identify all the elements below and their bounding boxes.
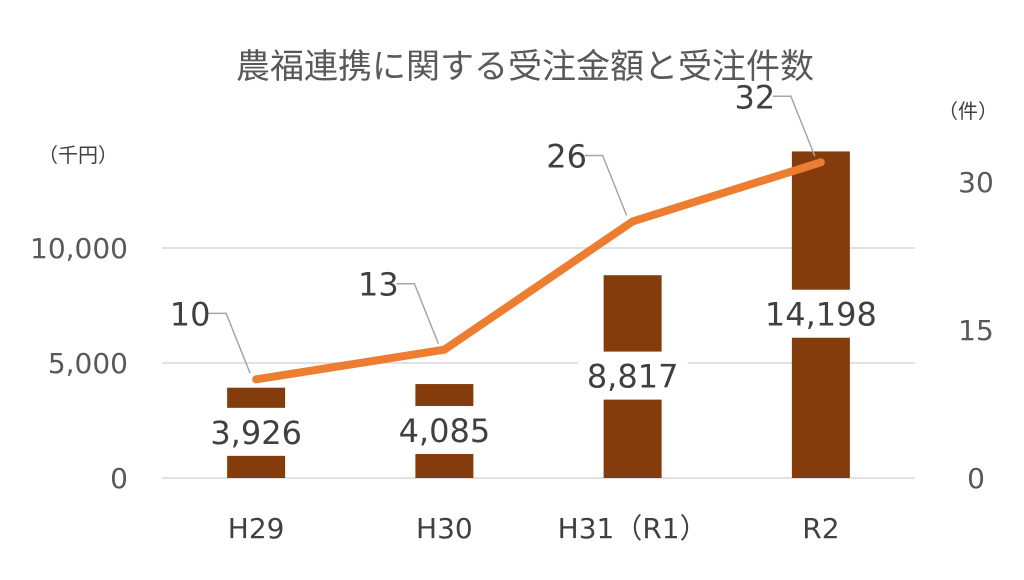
left-axis-unit: （千円） <box>38 143 118 167</box>
bar-label-bg <box>389 406 500 455</box>
bar-label-bg <box>201 407 312 456</box>
leader-line <box>396 282 440 345</box>
bar-data-labels: 3,926 4,085 8,817 14,198 <box>201 289 886 456</box>
line-path <box>252 158 825 384</box>
line-data-labels: 10 13 26 32 <box>170 78 816 374</box>
category-label: R2 <box>802 512 839 545</box>
category-label: H30 <box>416 512 473 545</box>
gridlines <box>162 247 915 479</box>
leader-line <box>584 154 628 216</box>
left-tick-label: 5,000 <box>48 347 128 380</box>
bar-data-label: 4,085 <box>399 412 491 450</box>
bar-data-label: 14,198 <box>765 296 877 334</box>
right-tick-label: 15 <box>958 314 994 347</box>
leader-line <box>208 312 251 374</box>
leader-line <box>772 95 816 157</box>
bar-label-bg <box>577 351 688 400</box>
line-data-label: 13 <box>358 266 399 304</box>
bar-data-label: 3,926 <box>210 414 302 452</box>
right-axis-ticks: 0 15 30 <box>958 166 994 495</box>
right-tick-label: 0 <box>967 462 985 495</box>
left-axis-ticks: 0 5,000 10,000 <box>30 232 128 495</box>
line-data-label: 10 <box>170 295 211 333</box>
bar-label-bg <box>755 289 886 338</box>
line-data-label: 26 <box>546 137 587 175</box>
right-axis-unit: （件） <box>938 99 998 123</box>
chart-title: 農福連携に関する受注金額と受注件数 <box>236 47 814 87</box>
category-labels: H29 H30 H31（R1） R2 <box>228 512 840 545</box>
line-data-label: 32 <box>735 78 776 116</box>
bar-data-label: 8,817 <box>587 358 679 396</box>
category-label: H31（R1） <box>558 512 708 545</box>
right-tick-label: 30 <box>958 166 994 199</box>
category-label: H29 <box>228 512 285 545</box>
line-series <box>252 158 825 384</box>
left-tick-label: 10,000 <box>30 232 128 265</box>
left-tick-label: 0 <box>110 462 128 495</box>
